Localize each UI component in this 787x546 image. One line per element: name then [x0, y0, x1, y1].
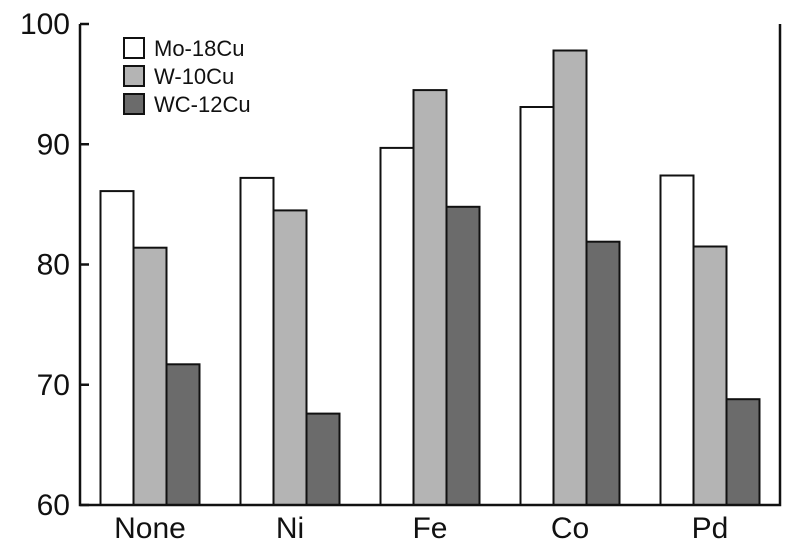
y-tick-label: 100	[20, 8, 70, 41]
x-axis: None Ni Fe Co Pd	[114, 512, 728, 545]
bar-w-10cu-none	[132, 246, 168, 506]
legend-swatch-wc-12cu	[123, 93, 145, 115]
bar-wc-12cu-ni	[305, 412, 341, 507]
legend-label: WC-12Cu	[154, 92, 251, 117]
bar-mo-18cu-co	[519, 106, 555, 506]
bar-wc-12cu-pd	[725, 398, 761, 507]
legend-swatch-mo-18cu	[123, 37, 145, 59]
bar-mo-18cu-fe	[379, 146, 415, 506]
x-category-label: Ni	[276, 512, 304, 545]
x-category-label: None	[114, 512, 186, 545]
x-category-label: Pd	[692, 512, 729, 545]
bar-wc-12cu-none	[165, 363, 201, 506]
y-tick-label: 90	[37, 128, 70, 161]
bar-w-10cu-fe	[412, 89, 448, 506]
legend-label: Mo-18Cu	[154, 36, 244, 61]
y-axis: 60 70 80 90 100	[20, 8, 89, 522]
bars-group	[99, 49, 761, 507]
bar-wc-12cu-fe	[445, 205, 481, 507]
y-tick-label: 70	[37, 369, 70, 402]
x-category-label: Co	[551, 512, 589, 545]
bar-w-10cu-co	[552, 49, 588, 506]
x-category-label: Fe	[412, 512, 447, 545]
legend-swatch-w-10cu	[123, 65, 145, 87]
y-tick-label: 60	[37, 489, 70, 522]
legend-label: W-10Cu	[154, 64, 234, 89]
y-tick-label: 80	[37, 249, 70, 282]
bar-mo-18cu-ni	[239, 176, 275, 506]
bar-wc-12cu-co	[585, 240, 621, 506]
legend: Mo-18Cu W-10Cu WC-12Cu	[123, 36, 251, 117]
bar-w-10cu-pd	[692, 245, 728, 506]
bar-w-10cu-ni	[272, 209, 308, 506]
bar-mo-18cu-pd	[659, 174, 695, 506]
bar-mo-18cu-none	[99, 190, 135, 506]
